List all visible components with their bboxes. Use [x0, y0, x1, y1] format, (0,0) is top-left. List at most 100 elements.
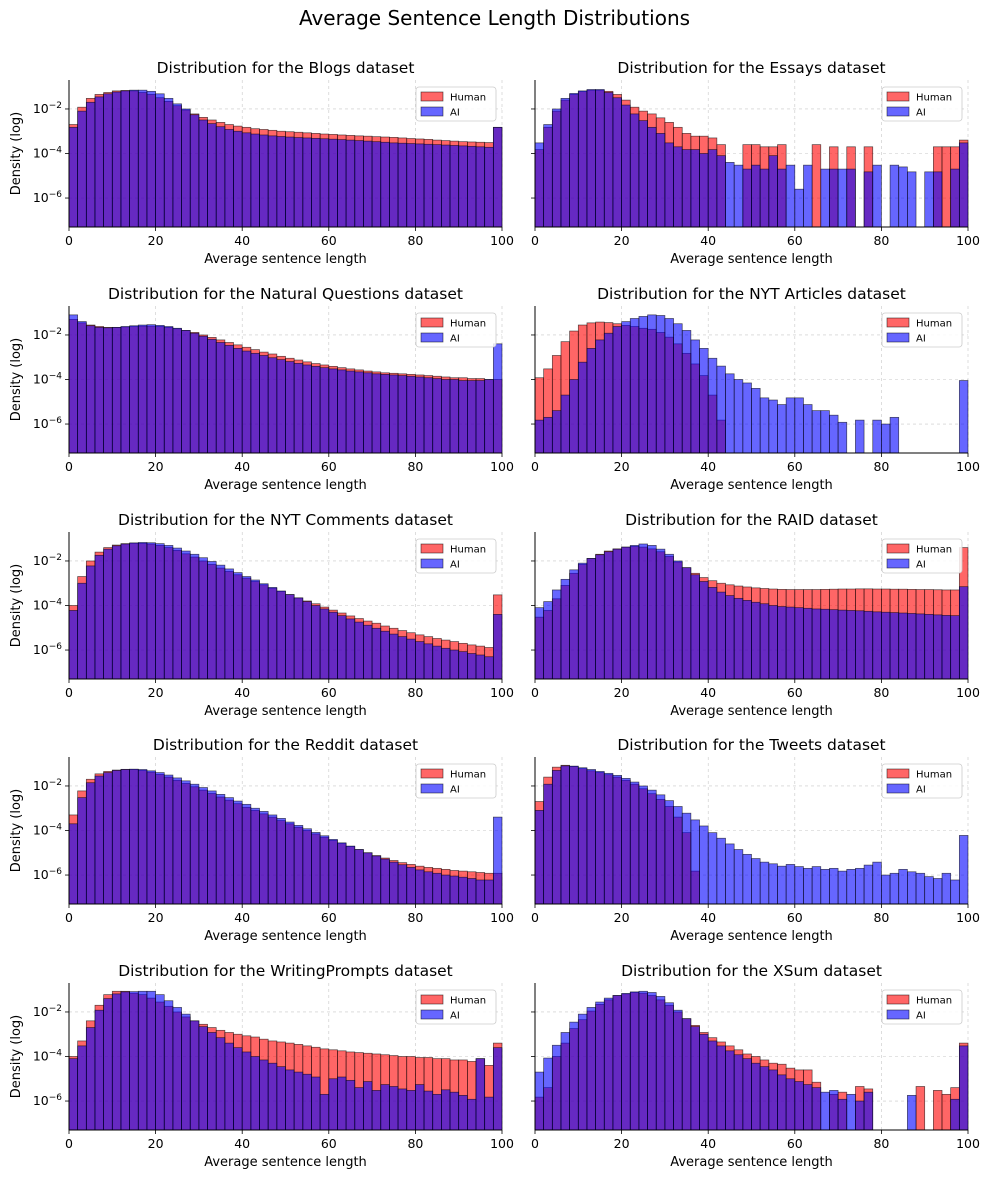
- legend-swatch-ai: [420, 783, 444, 794]
- series-ai-bars: [68, 542, 503, 680]
- histogram-panel: Distribution for the Reddit dataset 0 20 40…: [9, 736, 514, 944]
- legend-label-human: Human: [450, 319, 486, 330]
- histogram-bar: [371, 627, 382, 680]
- histogram-bar: [855, 867, 865, 905]
- histogram-bar: [595, 339, 605, 454]
- x-tick-label: 60: [787, 1136, 803, 1151]
- histogram-bar: [742, 600, 752, 680]
- histogram-bar: [311, 365, 321, 454]
- x-tick-label: 0: [65, 459, 73, 474]
- histogram-bar: [345, 370, 356, 454]
- histogram-bar: [716, 365, 726, 454]
- histogram-bar: [907, 171, 917, 228]
- legend-label-human: Human: [916, 93, 952, 104]
- histogram-bar: [829, 867, 839, 905]
- histogram-bar: [432, 378, 442, 454]
- histogram-bar: [924, 171, 934, 228]
- histogram-bar: [681, 812, 692, 905]
- histogram-bar: [181, 780, 191, 905]
- histogram-bar: [889, 612, 900, 680]
- x-tick-label: 60: [787, 685, 803, 700]
- x-tick-label: 20: [614, 459, 630, 474]
- histogram-bar: [311, 605, 321, 680]
- histogram-bar: [475, 146, 486, 228]
- histogram-bar: [577, 1013, 588, 1131]
- histogram-bar: [155, 994, 165, 1131]
- legend-label-ai: AI: [450, 785, 460, 796]
- histogram-bar: [837, 421, 848, 454]
- histogram-bar: [898, 612, 908, 680]
- histogram-bar: [441, 647, 451, 680]
- histogram-bar: [803, 404, 813, 454]
- histogram-bar: [872, 164, 882, 228]
- histogram-bar: [302, 364, 312, 454]
- histogram-bar: [794, 866, 804, 905]
- legend-label-ai: AI: [916, 108, 926, 119]
- histogram-bar: [319, 138, 330, 228]
- histogram-panel: Distribution for the WritingPrompts data…: [9, 962, 514, 1170]
- histogram-bar: [415, 376, 425, 454]
- histogram-bar: [163, 97, 174, 228]
- panel-title: Distribution for the XSum dataset: [621, 962, 882, 980]
- histogram-bar: [924, 614, 934, 680]
- histogram-bar: [449, 145, 460, 228]
- legend: Human AI: [415, 312, 497, 348]
- histogram-bar: [467, 380, 477, 454]
- x-tick-label: 80: [873, 233, 889, 248]
- histogram-bar: [77, 321, 87, 454]
- histogram-bar: [690, 149, 700, 228]
- histogram-bar: [742, 168, 752, 228]
- histogram-bar: [872, 611, 882, 680]
- x-tick-label: 0: [531, 685, 539, 700]
- histogram-bar: [941, 872, 952, 905]
- histogram-bar: [837, 168, 848, 228]
- panels: Distribution for the Blogs dataset 0 20 40 6…: [9, 59, 980, 1170]
- histogram-bar: [432, 1093, 442, 1131]
- histogram-bar: [638, 543, 648, 680]
- histogram-bar: [380, 1084, 390, 1131]
- histogram-bar: [120, 543, 130, 680]
- x-tick-label: 100: [490, 1136, 514, 1151]
- histogram-bar: [328, 1078, 338, 1131]
- histogram-bar: [285, 594, 295, 680]
- x-tick-label: 20: [148, 459, 164, 474]
- histogram-bar: [354, 140, 364, 228]
- histogram-bar: [534, 607, 545, 680]
- histogram-bar: [733, 164, 744, 228]
- histogram-bar: [569, 379, 579, 454]
- panel-title: Distribution for the NYT Comments datase…: [118, 511, 453, 529]
- x-tick-label: 60: [787, 910, 803, 925]
- histogram-bar: [803, 867, 813, 905]
- histogram-bar: [811, 608, 822, 680]
- histogram-bar: [111, 545, 122, 680]
- histogram-bar: [716, 1045, 726, 1131]
- x-axis-label: Average sentence length: [670, 252, 833, 267]
- histogram-bar: [924, 876, 934, 905]
- histogram-bar: [941, 146, 952, 228]
- histogram-bar: [690, 1026, 700, 1131]
- histogram-bar: [363, 852, 373, 905]
- histogram-bar: [328, 839, 338, 905]
- legend-swatch-ai: [886, 332, 910, 343]
- histogram-bar: [77, 797, 87, 905]
- histogram-bar: [259, 1059, 269, 1131]
- histogram-bar: [319, 1093, 330, 1131]
- histogram-bar: [181, 108, 191, 228]
- legend-label-human: Human: [450, 545, 486, 556]
- histogram-bar: [612, 97, 622, 228]
- x-tick-label: 100: [490, 233, 514, 248]
- y-tick-label: 10−2: [33, 101, 62, 116]
- histogram-bar: [595, 771, 605, 905]
- histogram-bar: [441, 874, 451, 905]
- histogram-bar: [560, 1032, 570, 1131]
- histogram-bar: [655, 794, 666, 905]
- x-tick-label: 20: [148, 910, 164, 925]
- histogram-bar: [855, 610, 865, 680]
- histogram-bar: [751, 858, 761, 905]
- legend-swatch-human: [420, 994, 444, 1005]
- panel-title: Distribution for the WritingPrompts data…: [118, 962, 453, 980]
- histogram-bar: [681, 1018, 692, 1131]
- histogram-bar: [475, 879, 486, 905]
- histogram-bar: [302, 828, 312, 905]
- histogram-bar: [111, 770, 122, 905]
